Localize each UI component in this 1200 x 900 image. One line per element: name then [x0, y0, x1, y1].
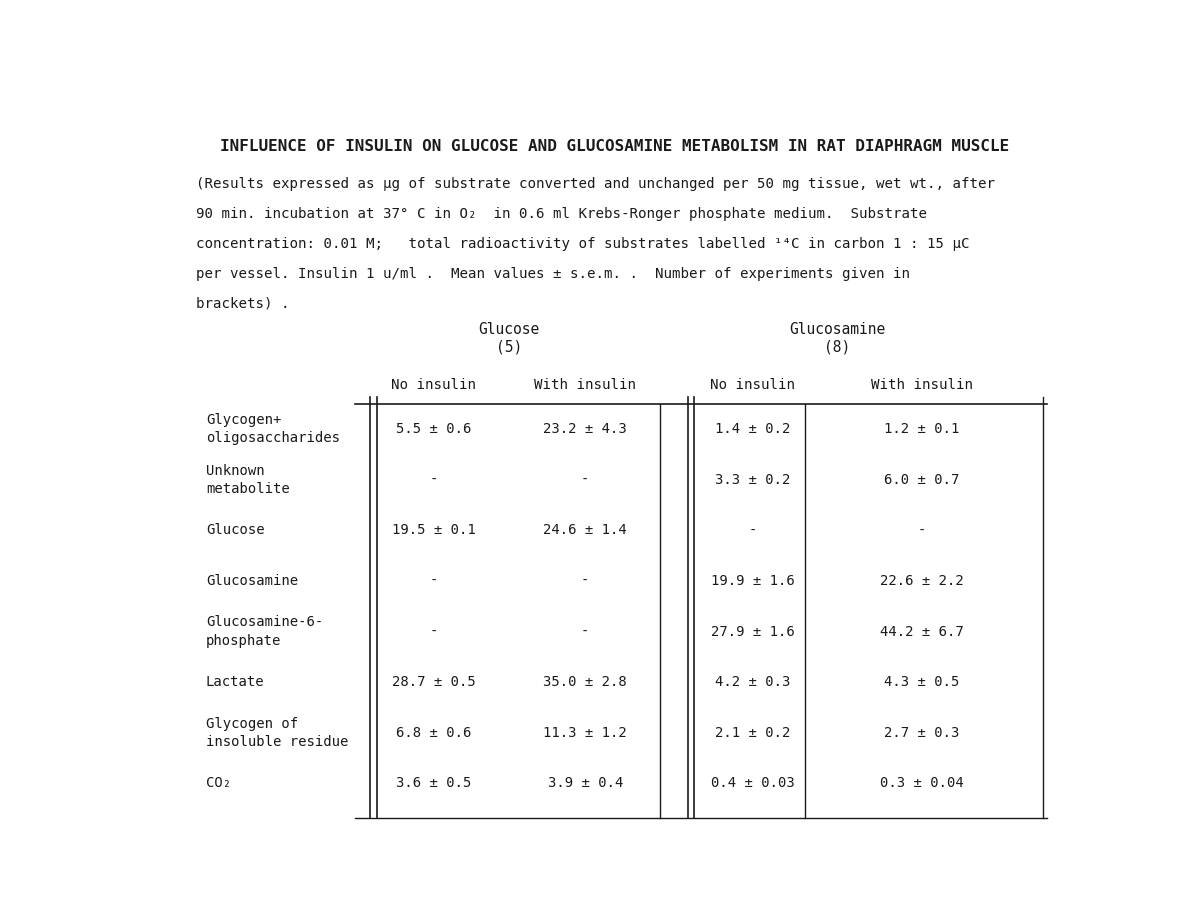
Text: -: - — [430, 472, 438, 487]
Text: CO₂: CO₂ — [206, 777, 230, 790]
Text: 19.9 ± 1.6: 19.9 ± 1.6 — [710, 574, 794, 588]
Text: 3.3 ± 0.2: 3.3 ± 0.2 — [715, 472, 791, 487]
Text: 6.0 ± 0.7: 6.0 ± 0.7 — [884, 472, 960, 487]
Text: Unknown
metabolite: Unknown metabolite — [206, 464, 289, 496]
Text: 1.2 ± 0.1: 1.2 ± 0.1 — [884, 422, 960, 436]
Text: 1.4 ± 0.2: 1.4 ± 0.2 — [715, 422, 791, 436]
Text: -: - — [918, 524, 926, 537]
Text: With insulin: With insulin — [871, 378, 973, 392]
Text: 5.5 ± 0.6: 5.5 ± 0.6 — [396, 422, 472, 436]
Text: -: - — [430, 574, 438, 588]
Text: -: - — [581, 472, 589, 487]
Text: 3.9 ± 0.4: 3.9 ± 0.4 — [547, 777, 623, 790]
Text: 19.5 ± 0.1: 19.5 ± 0.1 — [391, 524, 475, 537]
Text: 4.3 ± 0.5: 4.3 ± 0.5 — [884, 675, 960, 689]
Text: 11.3 ± 1.2: 11.3 ± 1.2 — [544, 725, 628, 740]
Text: (Results expressed as μg of substrate converted and unchanged per 50 mg tissue, : (Results expressed as μg of substrate co… — [197, 177, 996, 192]
Text: 90 min. incubation at 37° C in O₂  in 0.6 ml Krebs-Ronger phosphate medium.  Sub: 90 min. incubation at 37° C in O₂ in 0.6… — [197, 207, 928, 221]
Text: 4.2 ± 0.3: 4.2 ± 0.3 — [715, 675, 791, 689]
Text: 22.6 ± 2.2: 22.6 ± 2.2 — [880, 574, 964, 588]
Text: No insulin: No insulin — [391, 378, 476, 392]
Text: Glycogen+
oligosaccharides: Glycogen+ oligosaccharides — [206, 413, 340, 446]
Text: 2.1 ± 0.2: 2.1 ± 0.2 — [715, 725, 791, 740]
Text: 0.3 ± 0.04: 0.3 ± 0.04 — [880, 777, 964, 790]
Text: per vessel. Insulin 1 u/ml .  Mean values ± s.e.m. .  Number of experiments give: per vessel. Insulin 1 u/ml . Mean values… — [197, 266, 911, 281]
Text: 6.8 ± 0.6: 6.8 ± 0.6 — [396, 725, 472, 740]
Text: With insulin: With insulin — [534, 378, 636, 392]
Text: 24.6 ± 1.4: 24.6 ± 1.4 — [544, 524, 628, 537]
Text: -: - — [430, 625, 438, 639]
Text: concentration: 0.01 M;   total radioactivity of substrates labelled ¹⁴C in carbo: concentration: 0.01 M; total radioactivi… — [197, 237, 970, 251]
Text: Glucosamine-6-
phosphate: Glucosamine-6- phosphate — [206, 616, 323, 648]
Text: -: - — [749, 524, 757, 537]
Text: Glucose: Glucose — [206, 524, 264, 537]
Text: Lactate: Lactate — [206, 675, 264, 689]
Text: Glucosamine
(8): Glucosamine (8) — [790, 321, 886, 354]
Text: Glucosamine: Glucosamine — [206, 574, 298, 588]
Text: Glucose
(5): Glucose (5) — [479, 321, 540, 354]
Text: INFLUENCE OF INSULIN ON GLUCOSE AND GLUCOSAMINE METABOLISM IN RAT DIAPHRAGM MUSC: INFLUENCE OF INSULIN ON GLUCOSE AND GLUC… — [221, 140, 1009, 154]
Text: 0.4 ± 0.03: 0.4 ± 0.03 — [710, 777, 794, 790]
Text: 3.6 ± 0.5: 3.6 ± 0.5 — [396, 777, 472, 790]
Text: brackets) .: brackets) . — [197, 296, 290, 310]
Text: 28.7 ± 0.5: 28.7 ± 0.5 — [391, 675, 475, 689]
Text: No insulin: No insulin — [710, 378, 796, 392]
Text: 35.0 ± 2.8: 35.0 ± 2.8 — [544, 675, 628, 689]
Text: -: - — [581, 574, 589, 588]
Text: 2.7 ± 0.3: 2.7 ± 0.3 — [884, 725, 960, 740]
Text: 44.2 ± 6.7: 44.2 ± 6.7 — [880, 625, 964, 639]
Text: Glycogen of
insoluble residue: Glycogen of insoluble residue — [206, 716, 348, 749]
Text: -: - — [581, 625, 589, 639]
Text: 23.2 ± 4.3: 23.2 ± 4.3 — [544, 422, 628, 436]
Text: 27.9 ± 1.6: 27.9 ± 1.6 — [710, 625, 794, 639]
